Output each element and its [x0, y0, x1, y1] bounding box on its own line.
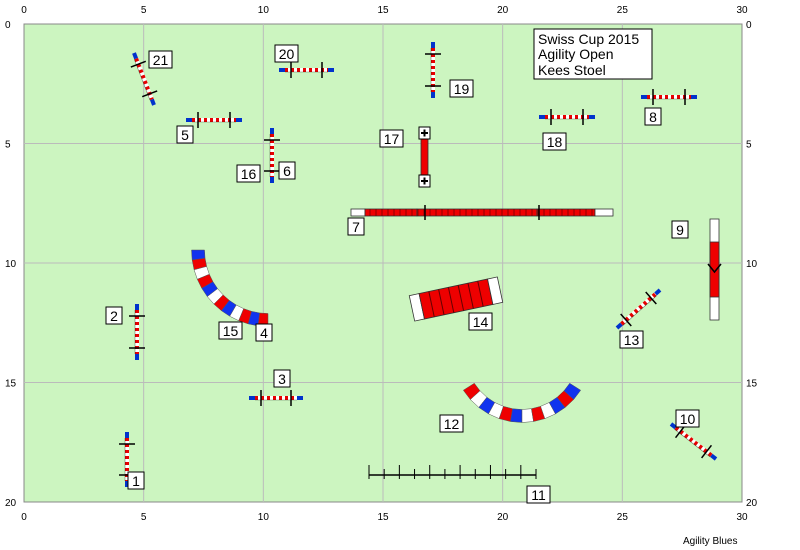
obstacle-number: 8 [649, 109, 657, 125]
dogwalk-icon [350, 205, 614, 220]
title-line-3: Kees Stoel [538, 62, 606, 78]
obstacle-number: 12 [444, 416, 460, 432]
jump-8-icon [641, 89, 697, 105]
obstacle-number: 21 [153, 52, 169, 68]
obstacle-number: 7 [352, 219, 360, 235]
a-frame-icon [707, 218, 722, 321]
x-tick-label: 25 [617, 512, 629, 523]
obstacle-number: 15 [223, 323, 239, 339]
x-tick-label: 25 [617, 5, 629, 16]
course-title-box: Swiss Cup 2015 Agility Open Kees Stoel [533, 28, 653, 80]
obstacle-number: 1 [132, 473, 140, 489]
obstacle-label-7: 7 [347, 217, 365, 236]
obstacle-label-9: 9 [671, 220, 689, 239]
obstacle-label-17: 17 [379, 129, 404, 148]
obstacle-label-13: 13 [619, 330, 644, 349]
obstacle-label-8: 8 [644, 107, 662, 126]
obstacle-number: 5 [181, 127, 189, 143]
jump-21-icon [130, 52, 158, 106]
tunnel-14-icon [408, 276, 504, 322]
x-tick-label: 15 [377, 5, 389, 16]
obstacle-label-1: 1 [127, 471, 145, 490]
y-tick-label: 20 [5, 498, 17, 509]
obstacle-number: 11 [531, 487, 546, 503]
obstacle-number: 17 [384, 131, 400, 147]
obstacle-number: 20 [279, 46, 295, 62]
obstacle-number: 13 [624, 332, 640, 348]
y-tick-label: 0 [746, 20, 752, 31]
obstacle-label-14: 14 [468, 312, 493, 331]
obstacle-label-16: 16 [236, 164, 261, 183]
x-tick-label: 0 [21, 512, 27, 523]
y-tick-label: 10 [5, 259, 17, 270]
x-tick-label: 0 [21, 5, 27, 16]
y-tick-label: 10 [746, 259, 758, 270]
y-tick-label: 20 [746, 498, 758, 509]
x-tick-label: 30 [736, 5, 748, 16]
jump-20-icon [279, 62, 334, 78]
weave-poles-icon [368, 465, 537, 479]
obstacle-number: 18 [547, 134, 563, 150]
jump-2-icon [129, 304, 145, 360]
y-tick-label: 15 [5, 379, 17, 390]
y-tick-label: 15 [746, 379, 758, 390]
jumps-layer [119, 42, 718, 487]
x-tick-label: 20 [497, 512, 509, 523]
obstacle-label-5: 5 [176, 125, 194, 144]
x-tick-label: 10 [258, 5, 270, 16]
obstacle-label-4: 4 [255, 323, 273, 342]
x-tick-label: 5 [141, 5, 147, 16]
seesaw-icon [418, 126, 431, 188]
footer-credit: Agility Blues [683, 536, 738, 547]
obstacle-number: 2 [110, 308, 118, 324]
obstacle-label-3: 3 [273, 369, 291, 388]
jump-19-icon [425, 42, 441, 98]
title-line-1: Swiss Cup 2015 [538, 31, 639, 47]
obstacle-label-15: 15 [218, 321, 243, 340]
obstacle-number: 9 [676, 222, 684, 238]
tunnel-12-icon [462, 382, 582, 423]
jump-5-icon [186, 112, 242, 128]
tunnel-15-icon [191, 249, 269, 327]
obstacle-number: 3 [278, 371, 286, 387]
obstacle-label-20: 20 [274, 44, 299, 63]
obstacle-number: 19 [454, 81, 470, 97]
obstacle-number: 10 [680, 411, 696, 427]
y-tick-label: 5 [746, 140, 752, 151]
obstacle-label-2: 2 [105, 306, 123, 325]
obstacle-label-10: 10 [675, 409, 700, 428]
obstacle-label-21: 21 [148, 50, 173, 69]
x-tick-label: 10 [258, 512, 270, 523]
obstacle-label-18: 18 [542, 132, 567, 151]
obstacle-number: 4 [260, 325, 268, 341]
obstacle-label-12: 12 [439, 414, 464, 433]
title-line-2: Agility Open [538, 46, 613, 62]
obstacle-label-6: 6 [278, 161, 296, 180]
y-tick-label: 0 [5, 20, 11, 31]
x-tick-label: 5 [141, 512, 147, 523]
obstacle-number: 16 [241, 166, 257, 182]
jump-6-icon [264, 128, 280, 183]
obstacle-number: 14 [473, 314, 489, 330]
jump-3-icon [249, 390, 303, 406]
obstacle-label-19: 19 [449, 79, 474, 98]
obstacle-label-11: 11 [526, 485, 551, 504]
jump-13-icon [615, 288, 662, 330]
obstacle-number: 6 [283, 163, 291, 179]
x-tick-label: 15 [377, 512, 389, 523]
x-tick-label: 20 [497, 5, 509, 16]
jump-18-icon [539, 109, 595, 125]
jump-1-icon [119, 432, 135, 487]
x-tick-label: 30 [736, 512, 748, 523]
y-tick-label: 5 [5, 140, 11, 151]
